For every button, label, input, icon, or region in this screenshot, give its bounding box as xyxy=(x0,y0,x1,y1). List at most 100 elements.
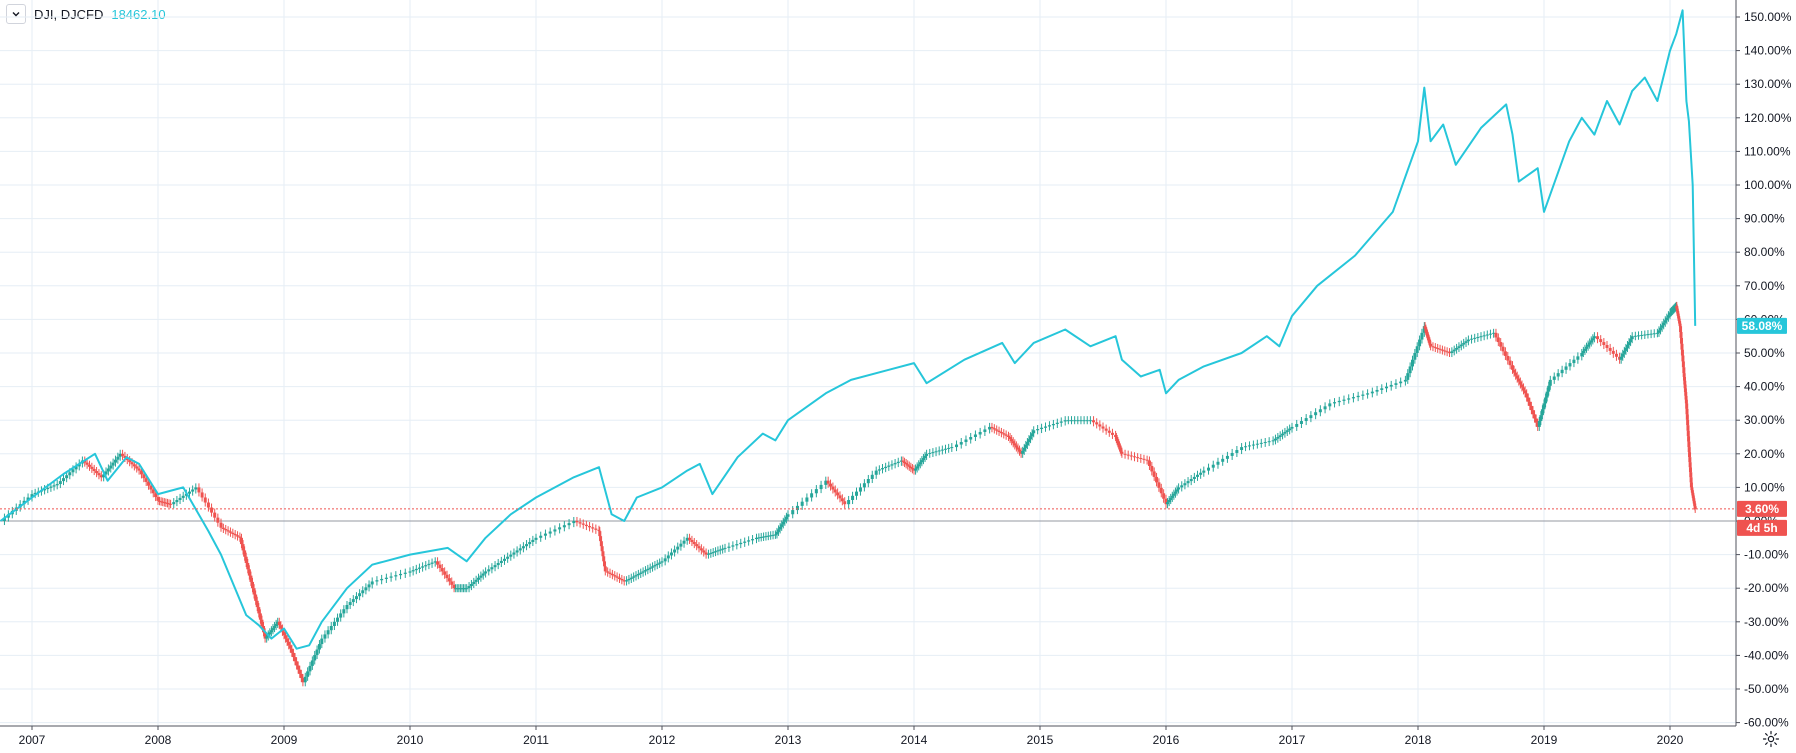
candle-body xyxy=(1114,434,1118,437)
candle-body xyxy=(290,648,294,653)
candle-body xyxy=(1247,445,1251,447)
candle-body xyxy=(1044,426,1048,428)
candle-body xyxy=(1085,420,1089,422)
candle-body xyxy=(1055,422,1059,424)
candle-body xyxy=(937,450,941,452)
candle-body xyxy=(709,552,713,554)
candle-body xyxy=(310,660,314,666)
candle-body xyxy=(128,460,132,463)
legend-collapse-button[interactable] xyxy=(6,4,26,24)
candle-body xyxy=(1499,342,1503,347)
y-tick-label: 40.00% xyxy=(1744,380,1785,394)
candle-body xyxy=(1157,482,1161,488)
candle-body xyxy=(855,491,859,496)
candle-body xyxy=(658,562,662,564)
candle-body xyxy=(224,528,228,531)
x-tick-label: 2016 xyxy=(1153,733,1180,747)
candle-body xyxy=(463,588,467,590)
candle-body xyxy=(1059,421,1063,423)
candle-body xyxy=(1693,506,1697,509)
candle-body xyxy=(914,468,918,471)
symbol-label: DJI, DJCFD xyxy=(34,6,104,22)
candle-body xyxy=(833,489,837,493)
candle-body xyxy=(291,652,295,658)
candle-body xyxy=(1333,402,1337,404)
candle-body xyxy=(326,630,330,635)
chart-settings-button[interactable] xyxy=(1762,730,1780,748)
candle-body xyxy=(445,574,449,579)
candle-body xyxy=(1082,420,1086,422)
candle-body xyxy=(216,517,220,523)
candle-body xyxy=(1652,333,1656,335)
candle-body xyxy=(651,566,655,568)
candle-body xyxy=(1508,360,1512,366)
candle-body xyxy=(384,577,388,579)
candle-body xyxy=(1114,437,1118,440)
candle-body xyxy=(1399,381,1403,384)
main-pct-badge-bg xyxy=(1737,500,1787,517)
candle-body xyxy=(1536,422,1540,427)
candle-body xyxy=(1337,400,1341,403)
candle-body xyxy=(1673,307,1677,309)
candle-body xyxy=(85,462,89,465)
candle-body xyxy=(632,576,636,578)
candle-body xyxy=(615,576,619,578)
candle-body xyxy=(158,500,162,502)
candle-body xyxy=(1479,336,1483,338)
candle-body xyxy=(1482,335,1486,337)
candle-body xyxy=(175,500,179,503)
candle-body xyxy=(62,478,65,482)
x-tick-label: 2020 xyxy=(1657,733,1684,747)
candle-body xyxy=(1342,399,1346,401)
candle-body xyxy=(1120,451,1124,454)
candle-body xyxy=(1560,369,1564,374)
candle-body xyxy=(231,532,235,535)
candle-body xyxy=(354,596,358,600)
candle-body xyxy=(1660,325,1664,328)
candle-body xyxy=(1025,442,1029,445)
candle-body xyxy=(479,575,483,578)
candle-body xyxy=(298,669,302,674)
y-tick-label: 10.00% xyxy=(1744,480,1785,494)
candle-body xyxy=(747,540,751,542)
candle-body xyxy=(457,588,461,590)
candle-body xyxy=(762,536,766,538)
candle-body xyxy=(1548,379,1552,386)
candle-body xyxy=(1155,476,1159,483)
x-tick-label: 2010 xyxy=(397,733,424,747)
candle-body xyxy=(142,474,146,479)
candle-body xyxy=(188,491,191,494)
candle-body xyxy=(268,632,272,635)
candle-body xyxy=(718,549,722,551)
candle-body xyxy=(251,581,254,589)
candle-body xyxy=(1629,339,1633,343)
candle-body xyxy=(172,502,176,505)
candle-body xyxy=(990,426,994,429)
candle-body xyxy=(403,572,407,574)
candle-body xyxy=(1669,311,1673,313)
candle-body xyxy=(361,590,365,594)
candle-body xyxy=(1457,346,1461,348)
candle-body xyxy=(421,566,425,568)
candle-body xyxy=(147,481,151,486)
candle-body xyxy=(1668,312,1672,316)
candle-body xyxy=(1088,420,1092,422)
candle-body xyxy=(1394,383,1398,385)
candle-body xyxy=(65,475,69,479)
candle-body xyxy=(111,462,115,466)
y-tick-label: 140.00% xyxy=(1744,44,1792,58)
candle-body xyxy=(531,539,535,542)
candle-body xyxy=(43,489,47,491)
candle-body xyxy=(1295,423,1299,427)
candle-body xyxy=(440,568,444,572)
candle-body xyxy=(1622,350,1626,354)
candle-body xyxy=(308,665,312,672)
candle-body xyxy=(135,466,139,469)
candle-body xyxy=(1659,327,1663,331)
candle-body xyxy=(639,572,643,574)
candle-body xyxy=(1625,345,1629,348)
candle-body xyxy=(1511,365,1514,370)
candle-body xyxy=(263,632,267,639)
candle-body xyxy=(375,580,379,582)
